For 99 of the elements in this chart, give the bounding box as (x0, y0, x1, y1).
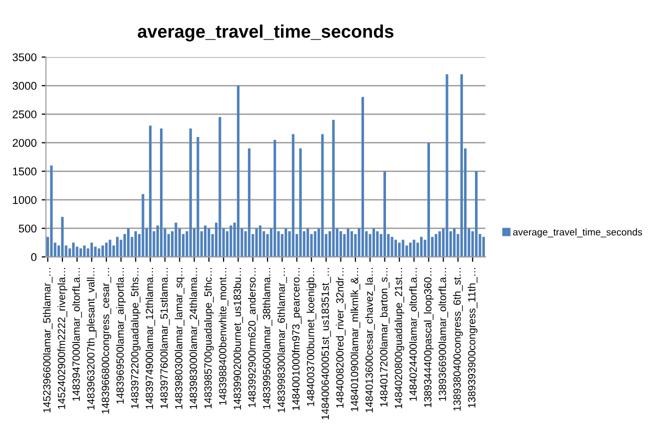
bar (149, 126, 152, 257)
x-tick-label: 1483985700guadalupe_5thc… (204, 268, 214, 408)
bar (189, 128, 192, 257)
y-tick-label: 1000 (13, 196, 36, 204)
bar (50, 166, 53, 257)
x-tick-label: 1483998300lamar_6thlamar_… (277, 268, 287, 412)
bar (321, 134, 324, 257)
legend-label: average_travel_time_seconds (513, 228, 642, 238)
x-tick-label: 1452402900fm2222_riverpla… (58, 268, 68, 409)
y-tick-label: 3500 (12, 53, 36, 62)
x-tick-label: 1483947000lamar_oltorfLa… (72, 268, 82, 401)
x-tick-label: 1389344400pascal_loop360… (424, 268, 434, 408)
x-tick-label: 1484003700burnet_koenigb… (306, 268, 316, 406)
bar (61, 216, 64, 257)
bar (402, 240, 404, 257)
bar (361, 97, 364, 257)
bar (284, 228, 288, 257)
x-tick-label: 1389393900congress_11th_… (468, 268, 478, 408)
x-tick-label: 1483992900rm620_anderso… (248, 268, 258, 408)
bar (236, 86, 240, 257)
bar (248, 148, 250, 257)
bar (390, 236, 394, 257)
x-tick-label: 1389366900lamar_oltorfLa… (438, 268, 448, 401)
x-tick-label: 1483966800congress_cesar_… (102, 268, 112, 414)
bar (255, 228, 258, 257)
x-tick-label: 1484008200red_river_32ndr… (336, 268, 346, 408)
bar (101, 245, 104, 257)
chart-title: average_travel_time_seconds (138, 24, 394, 42)
bar (83, 245, 86, 257)
bar (475, 171, 478, 257)
bar (79, 248, 82, 257)
x-tick-label: 1484024400lamar_oltorfLa… (409, 268, 419, 401)
bar (314, 231, 316, 257)
bar (292, 134, 294, 257)
bar (350, 231, 354, 257)
bar (434, 234, 438, 257)
x-tick-label: 1484001000fm973_pearcero… (292, 268, 302, 410)
bar (208, 228, 210, 257)
bar (142, 194, 144, 257)
bar (446, 74, 448, 257)
bar (332, 120, 335, 257)
y-tick-label: 2500 (12, 110, 36, 118)
bar (230, 226, 232, 257)
bar (409, 242, 412, 257)
bar (218, 117, 222, 257)
bar (427, 142, 430, 257)
x-tick-label: 1452396600lamar_5thlamar_… (42, 268, 53, 412)
bar (482, 236, 485, 257)
bar (258, 226, 262, 257)
bar (105, 242, 108, 257)
bar (453, 228, 456, 257)
bar (438, 231, 441, 257)
bar (174, 222, 178, 257)
bar (376, 231, 379, 257)
x-tick-label: 1484020800guadalupe_21st… (394, 268, 404, 408)
bar (372, 228, 376, 257)
bar (196, 137, 200, 257)
bar (72, 242, 75, 257)
bar (394, 240, 397, 257)
x-tick-label: 1483990200burnet_us183bu… (233, 268, 243, 410)
x-tick-label: 1484013600cesar_chavez_la… (365, 268, 375, 412)
x-tick-label: 1483972200guadalupe_5ths… (130, 268, 141, 408)
x-tick-label: 1483980300lamar_lamar_sq… (174, 268, 184, 409)
x-tick-label: 1483977600lamar_51stlama… (160, 268, 170, 408)
bar (412, 240, 416, 257)
x-tick-label: 1484010900lamar_mlkmlk_&… (350, 268, 360, 412)
bar (460, 74, 463, 257)
bar (398, 242, 401, 257)
bar (339, 231, 342, 257)
bar (383, 171, 386, 257)
bar (76, 246, 78, 257)
x-tick-label: 1483983000lamar_24thlama… (189, 268, 200, 409)
x-tick-label: 1483995600lamar_38thlama… (262, 268, 272, 409)
bar (160, 128, 163, 257)
bar (346, 228, 350, 257)
bar (94, 246, 97, 257)
x-tick-label: 1484006400051st_us18351st_… (322, 268, 331, 420)
bar (116, 236, 119, 257)
bar (98, 248, 100, 257)
x-tick-label: 1483988400benwhite_mont… (218, 268, 228, 405)
y-tick-label: 1500 (13, 168, 36, 176)
y-tick-label: 500 (18, 224, 36, 232)
bar (90, 242, 93, 257)
bar (299, 148, 302, 257)
bar (274, 140, 276, 257)
bar (420, 236, 423, 257)
bar (306, 228, 310, 257)
x-tick-label: 1389380400congress_6th_st… (453, 268, 463, 411)
y-tick-label: 0 (31, 253, 36, 262)
bar (108, 240, 112, 257)
x-tick-label: 1484017200lamar_barton_s… (380, 268, 390, 407)
x-tick-label: 1483969500lamar_airportla… (116, 268, 126, 404)
x-tick-label: 1483974900lamar_12thlama… (145, 268, 156, 409)
y-tick-label: 2000 (12, 138, 36, 147)
y-tick-label: 3000 (12, 82, 36, 90)
bar (134, 231, 137, 257)
bar (127, 228, 130, 257)
bar (204, 226, 207, 257)
x-tick-label: 14839632007th_plesant_vall… (86, 268, 97, 410)
